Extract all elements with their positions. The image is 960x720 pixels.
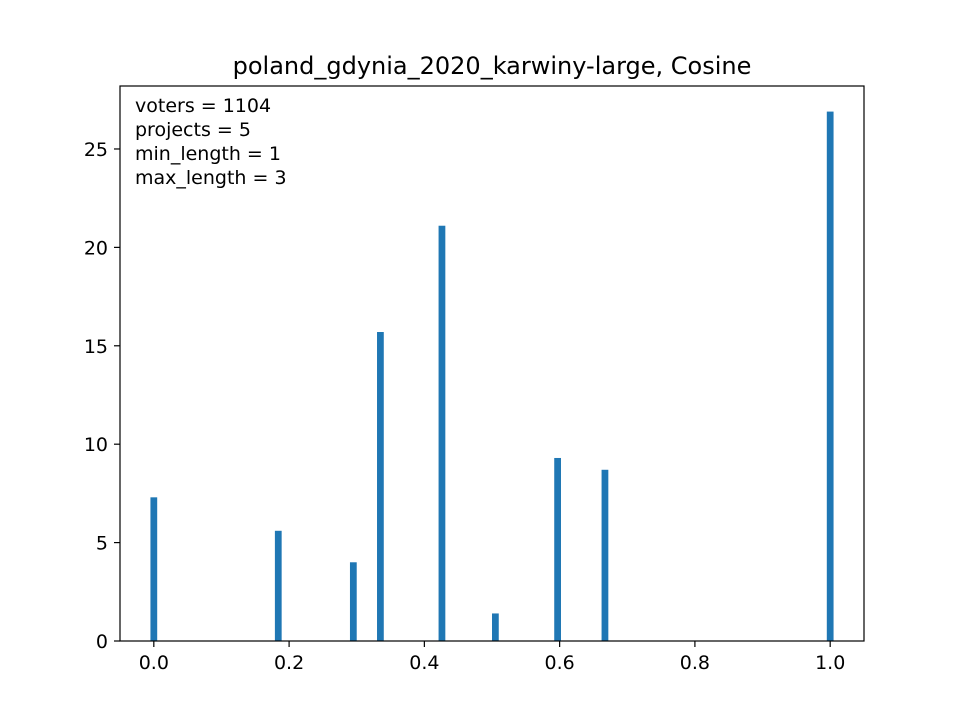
x-axis-ticks: 0.0 0.2 0.4 0.6 0.8 1.0 xyxy=(139,641,845,674)
y-tick-label: 0 xyxy=(96,631,108,653)
bars-layer xyxy=(150,111,834,642)
stats-annotation: voters = 1104 projects = 5 min_length = … xyxy=(135,95,287,189)
y-tick-label: 15 xyxy=(84,336,108,358)
histogram-bar-6 xyxy=(554,457,561,641)
histogram-bar-7 xyxy=(601,469,609,641)
annotation-max-length: max_length = 3 xyxy=(135,167,287,189)
y-tick-label: 20 xyxy=(84,237,108,259)
x-tick-label: 0.4 xyxy=(409,652,439,674)
histogram-bar-4 xyxy=(438,225,446,642)
x-tick-label: 1.0 xyxy=(815,652,845,674)
plot-area-frame xyxy=(119,85,865,642)
x-tick-label: 0.0 xyxy=(139,652,169,674)
y-axis-ticks: 0 5 10 15 20 25 xyxy=(84,139,120,653)
histogram-bar-5 xyxy=(492,613,499,641)
annotation-projects: projects = 5 xyxy=(135,119,251,141)
chart-title: poland_gdynia_2020_karwiny-large, Cosine xyxy=(233,52,752,80)
annotation-voters: voters = 1104 xyxy=(135,95,271,117)
x-tick-label: 0.8 xyxy=(680,652,710,674)
histogram-bar-2 xyxy=(349,562,357,641)
x-tick-label: 0.2 xyxy=(274,652,304,674)
histogram-bar-0 xyxy=(150,497,158,641)
annotation-min-length: min_length = 1 xyxy=(135,143,281,165)
y-tick-label: 25 xyxy=(84,139,108,161)
x-tick-label: 0.6 xyxy=(545,652,575,674)
y-tick-label: 10 xyxy=(84,434,108,456)
histogram-bar-3 xyxy=(377,332,384,641)
histogram-bar-8 xyxy=(826,111,834,642)
y-tick-label: 5 xyxy=(96,533,108,555)
histogram-bar-1 xyxy=(274,530,282,641)
